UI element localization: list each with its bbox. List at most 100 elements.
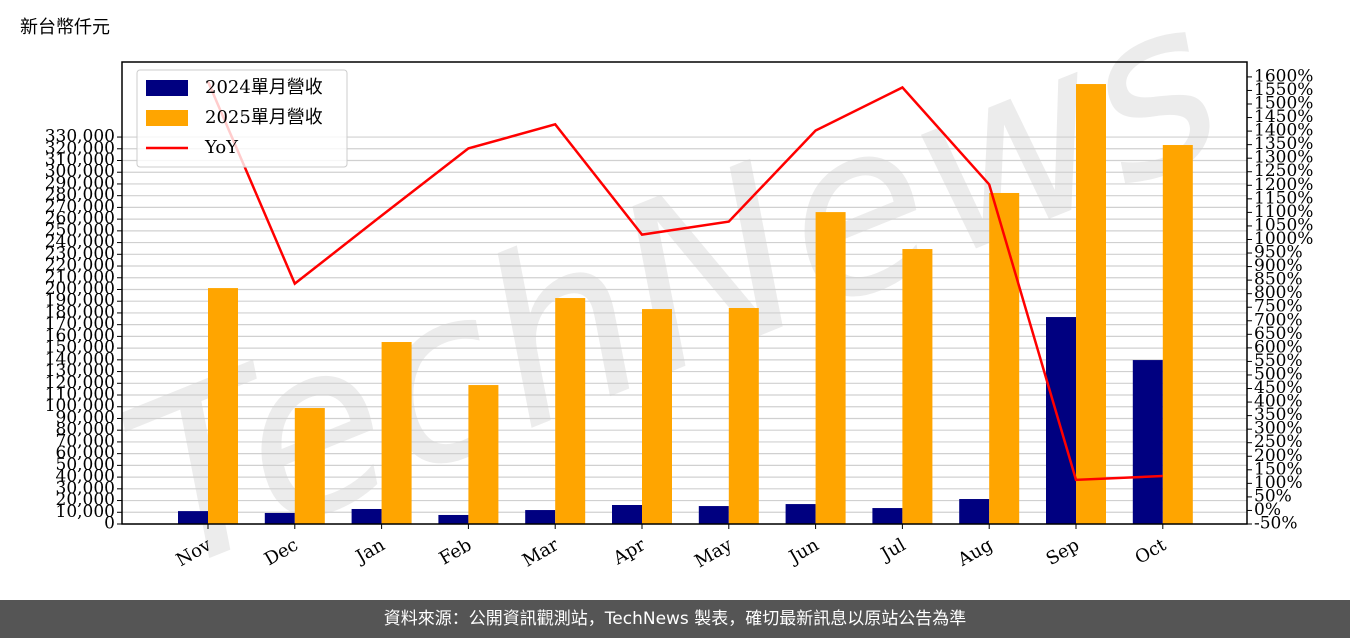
legend-label: 2024單月營收	[205, 77, 323, 98]
bar	[351, 508, 382, 524]
bar	[698, 506, 729, 524]
bar	[208, 288, 238, 524]
bar	[902, 249, 933, 524]
y-tick-label: 280,000	[45, 185, 115, 205]
y-tick-label: 60,000	[56, 443, 115, 463]
y2-tick-label: 500%	[1254, 364, 1303, 384]
y2-tick-label: 1550%	[1254, 80, 1313, 100]
y2-tick-label: 50%	[1254, 486, 1292, 506]
y-tick-label: 210,000	[45, 267, 115, 287]
y-tick-label: 220,000	[45, 256, 115, 276]
bar	[1162, 145, 1193, 524]
y-tick-label: 310,000	[45, 150, 115, 170]
y2-tick-label: 1600%	[1254, 66, 1313, 86]
y-tick-label: 150,000	[45, 338, 115, 358]
y2-tick-label: 300%	[1254, 419, 1303, 439]
y2-tick-label: 1250%	[1254, 161, 1313, 181]
y2-tick-label: 1100%	[1254, 202, 1313, 222]
bar	[612, 505, 642, 524]
y-tick-label: 20,000	[56, 490, 115, 510]
y-tick-label: 100,000	[45, 396, 115, 416]
y-tick-label: 270,000	[45, 197, 115, 217]
y-tick-label: 0	[104, 514, 115, 534]
y2-tick-label: 1050%	[1254, 215, 1313, 235]
y-tick-label: 330,000	[45, 127, 115, 147]
y2-tick-label: 700%	[1254, 310, 1303, 330]
y-tick-label: 320,000	[45, 138, 115, 158]
y2-tick-label: 600%	[1254, 337, 1303, 357]
y2-tick-label: 1500%	[1254, 94, 1313, 114]
y-tick-label: 300,000	[45, 162, 115, 182]
bar	[438, 514, 469, 524]
legend-label: 2025單月營收	[205, 107, 323, 128]
y-tick-label: 170,000	[45, 314, 115, 334]
y2-tick-label: 650%	[1254, 324, 1303, 344]
x-tick-label: Aug	[954, 534, 997, 571]
y-tick-label: 110,000	[45, 385, 115, 405]
bar	[989, 192, 1020, 524]
bar	[1046, 317, 1076, 524]
y2-tick-label: -50%	[1254, 514, 1298, 534]
y-tick-label: 30,000	[56, 478, 115, 498]
y-tick-label: 250,000	[45, 220, 115, 240]
bar	[959, 499, 990, 524]
legend-box	[136, 69, 348, 168]
x-tick-label: Feb	[436, 534, 476, 569]
y2-tick-label: 200%	[1254, 446, 1303, 466]
y-tick-label: 190,000	[45, 291, 115, 311]
footer: 資料來源：公開資訊觀測站，TechNews 製表，確切最新訊息以原站公告為準	[384, 609, 966, 629]
bar	[1076, 84, 1106, 524]
bar	[785, 504, 816, 524]
y-tick-label: 40,000	[56, 467, 115, 487]
legend-label: YoY	[204, 137, 239, 158]
y-tick-label: 290,000	[45, 173, 115, 193]
y2-tick-label: 350%	[1254, 405, 1303, 425]
y-tick-label: 90,000	[56, 408, 115, 428]
y2-tick-label: 950%	[1254, 243, 1303, 263]
bar	[872, 508, 903, 524]
legend-swatch	[146, 110, 188, 126]
x-tick-label: Apr	[609, 534, 649, 569]
y-tick-label: 260,000	[45, 209, 115, 229]
y2-tick-label: 0%	[1254, 500, 1281, 520]
bar	[178, 511, 208, 524]
y2-tick-label: 250%	[1254, 432, 1303, 452]
bar	[728, 308, 759, 524]
line	[206, 81, 1163, 482]
y2-tick-label: 400%	[1254, 392, 1303, 412]
legend-swatch	[146, 80, 188, 96]
y-tick-label: 240,000	[45, 232, 115, 252]
y-tick-label: 130,000	[45, 361, 115, 381]
bar	[525, 510, 556, 524]
y-tick-label: 160,000	[45, 326, 115, 346]
plot-frame	[121, 61, 1248, 525]
x-tick-label: May	[691, 534, 736, 572]
y-tick-label: 200,000	[45, 279, 115, 299]
x-tick-label: Jun	[784, 534, 823, 569]
y2-tick-label: 750%	[1254, 297, 1303, 317]
y2-tick-label: 450%	[1254, 378, 1303, 398]
footer-band	[0, 600, 1350, 638]
x-tick-label: Sep	[1043, 534, 1083, 569]
y2-tick-label: 1300%	[1254, 148, 1313, 168]
y2-tick-label: 1450%	[1254, 107, 1313, 127]
bar	[1132, 360, 1163, 524]
bar	[264, 512, 295, 524]
y-tick-label: 140,000	[45, 349, 115, 369]
y2-tick-label: 1150%	[1254, 188, 1313, 208]
y2-tick-label: 1000%	[1254, 229, 1313, 249]
y-tick-label: 80,000	[56, 420, 115, 440]
bar	[815, 212, 846, 524]
y2-tick-label: 1400%	[1254, 121, 1313, 141]
x-tick-label: Jul	[876, 534, 910, 566]
y2-tick-label: 900%	[1254, 256, 1303, 276]
y-tick-label: 120,000	[45, 373, 115, 393]
unit-label: 新台幣仟元	[20, 17, 110, 38]
y2-tick-label: 100%	[1254, 473, 1303, 493]
x-tick-label: Oct	[1132, 534, 1171, 569]
y2-tick-label: 800%	[1254, 283, 1303, 303]
y2-tick-label: 850%	[1254, 270, 1303, 290]
y-tick-label: 180,000	[45, 302, 115, 322]
bar	[294, 408, 325, 524]
y2-tick-label: 1350%	[1254, 134, 1313, 154]
